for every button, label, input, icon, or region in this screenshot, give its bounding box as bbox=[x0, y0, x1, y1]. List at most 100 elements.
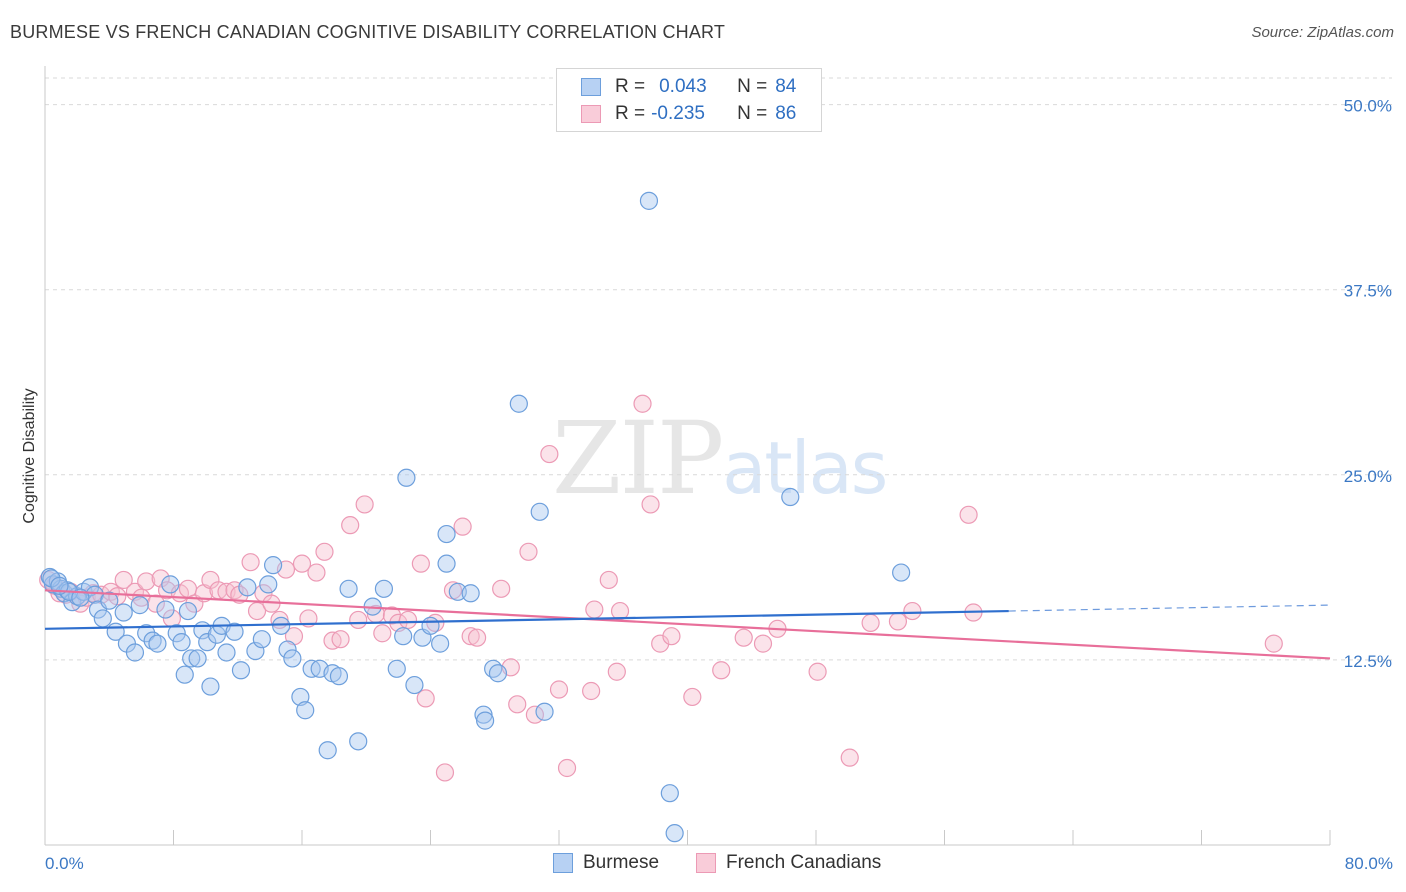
burmese-point bbox=[182, 649, 201, 668]
burmese-point bbox=[530, 502, 549, 521]
french-legend-label: French Canadians bbox=[726, 852, 882, 873]
french-point bbox=[151, 569, 170, 588]
axes bbox=[44, 66, 1331, 846]
burmese-point bbox=[125, 643, 145, 662]
bottom-legend-french: French Canadians bbox=[696, 852, 881, 874]
burmese-point bbox=[665, 824, 684, 843]
burmese-swatch bbox=[581, 78, 601, 96]
french-point bbox=[959, 505, 978, 524]
burmese-point bbox=[246, 641, 265, 661]
burmese-point bbox=[461, 584, 480, 603]
legend-r-value: -0.235 bbox=[651, 103, 705, 124]
burmese-point bbox=[781, 487, 800, 507]
burmese-point bbox=[339, 579, 358, 598]
french-point bbox=[861, 613, 880, 632]
legend-n-label: N = bbox=[737, 103, 768, 124]
burmese-point bbox=[431, 634, 450, 653]
burmese-point bbox=[143, 631, 162, 650]
french-point bbox=[492, 579, 511, 598]
french-point bbox=[549, 680, 569, 699]
burmese-point bbox=[156, 600, 175, 619]
french-point bbox=[540, 444, 559, 464]
burmese-point bbox=[178, 601, 198, 621]
french-point bbox=[398, 610, 418, 630]
burmese-point bbox=[167, 624, 186, 643]
burmese-point bbox=[318, 741, 337, 760]
y-axis-label: Cognitive Disability bbox=[21, 388, 38, 523]
burmese-point bbox=[225, 622, 244, 641]
bottom-legend-burmese: Burmese bbox=[553, 852, 659, 874]
french-point bbox=[641, 495, 660, 514]
burmese-point bbox=[374, 579, 394, 598]
y-tick-label: 25.0% bbox=[1344, 467, 1392, 486]
burmese-point bbox=[175, 665, 194, 684]
french-point bbox=[651, 634, 670, 653]
french-trend-line bbox=[44, 589, 1331, 660]
legend-row-burmese: R = 0.043 N = 84 bbox=[581, 74, 796, 100]
french-swatch bbox=[581, 105, 601, 123]
burmese-points bbox=[40, 191, 911, 843]
french-point bbox=[840, 748, 859, 767]
source-label: Source: ZipAtlas.com bbox=[1251, 24, 1394, 41]
french-point bbox=[355, 495, 374, 514]
french-point bbox=[411, 554, 430, 573]
burmese-point bbox=[263, 556, 283, 575]
french-point bbox=[299, 609, 318, 628]
burmese-point bbox=[272, 616, 291, 635]
burmese-point bbox=[660, 784, 679, 803]
watermark-atlas: atlas bbox=[722, 426, 888, 510]
french-point bbox=[734, 628, 753, 647]
y-tick-label: 50.0% bbox=[1344, 97, 1392, 116]
legend-n-label: N = bbox=[737, 76, 768, 97]
y-tick-label: 37.5% bbox=[1344, 282, 1392, 301]
french-point bbox=[467, 628, 487, 647]
burmese-point bbox=[252, 630, 271, 649]
burmese-point bbox=[93, 609, 112, 628]
french-point bbox=[114, 570, 133, 590]
french-point bbox=[557, 758, 577, 778]
burmese-point bbox=[201, 677, 220, 696]
french-point bbox=[241, 553, 260, 572]
french-point bbox=[416, 689, 435, 708]
french-point bbox=[341, 516, 360, 535]
burmese-point bbox=[349, 732, 368, 751]
french-point bbox=[292, 554, 312, 573]
burmese-point bbox=[172, 633, 191, 652]
x-tick-label: 0.0% bbox=[45, 854, 84, 873]
burmese-point bbox=[188, 649, 207, 668]
x-tick-label: 80.0% bbox=[1345, 854, 1393, 873]
chart-title: BURMESE VS FRENCH CANADIAN COGNITIVE DIS… bbox=[10, 22, 726, 42]
french-point bbox=[519, 542, 538, 561]
burmese-point bbox=[259, 575, 278, 594]
french-point bbox=[453, 517, 472, 536]
legend-r-value: 0.043 bbox=[659, 76, 707, 97]
burmese-point bbox=[283, 649, 302, 668]
french-point bbox=[137, 572, 156, 591]
gridlines bbox=[45, 77, 1392, 661]
burmese-point bbox=[137, 624, 156, 643]
burmese-point bbox=[509, 394, 528, 413]
burmese-trend-line bbox=[44, 609, 1009, 630]
french-point bbox=[683, 687, 702, 707]
burmese-point bbox=[238, 578, 257, 597]
burmese-point bbox=[100, 591, 119, 610]
french-point bbox=[903, 601, 922, 621]
burmese-point bbox=[421, 616, 440, 635]
burmese-point bbox=[437, 524, 456, 544]
burmese-point bbox=[231, 661, 251, 680]
french-point bbox=[808, 662, 827, 681]
french-point bbox=[607, 662, 626, 681]
burmese-point bbox=[394, 627, 413, 646]
burmese-point bbox=[535, 702, 554, 721]
burmese-point bbox=[476, 711, 495, 730]
legend-row-french: R = -0.235 N = 86 bbox=[581, 101, 796, 127]
watermark: ZIPatlas bbox=[552, 400, 888, 517]
french-point bbox=[599, 570, 618, 590]
french-point bbox=[585, 600, 604, 619]
french-point bbox=[662, 627, 681, 646]
french-point bbox=[435, 763, 455, 782]
burmese-point bbox=[329, 667, 349, 686]
burmese-point bbox=[488, 664, 508, 683]
burmese-point bbox=[639, 191, 659, 210]
